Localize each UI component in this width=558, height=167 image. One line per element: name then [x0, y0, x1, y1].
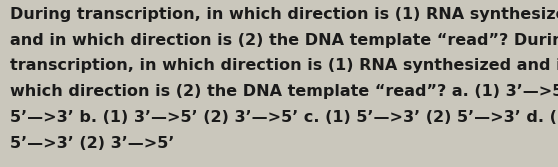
Text: transcription, in which direction is (1) RNA synthesized and in: transcription, in which direction is (1)… [10, 58, 558, 73]
Text: During transcription, in which direction is (1) RNA synthesized: During transcription, in which direction… [10, 7, 558, 22]
Text: and in which direction is (2) the DNA template “read”? During: and in which direction is (2) the DNA te… [10, 33, 558, 48]
Text: 5’—>3’ (2) 3’—>5’: 5’—>3’ (2) 3’—>5’ [10, 136, 175, 151]
Text: which direction is (2) the DNA template “read”? a. (1) 3’—>5’ (2): which direction is (2) the DNA template … [10, 84, 558, 99]
Text: 5’—>3’ b. (1) 3’—>5’ (2) 3’—>5’ c. (1) 5’—>3’ (2) 5’—>3’ d. (1): 5’—>3’ b. (1) 3’—>5’ (2) 3’—>5’ c. (1) 5… [10, 110, 558, 125]
